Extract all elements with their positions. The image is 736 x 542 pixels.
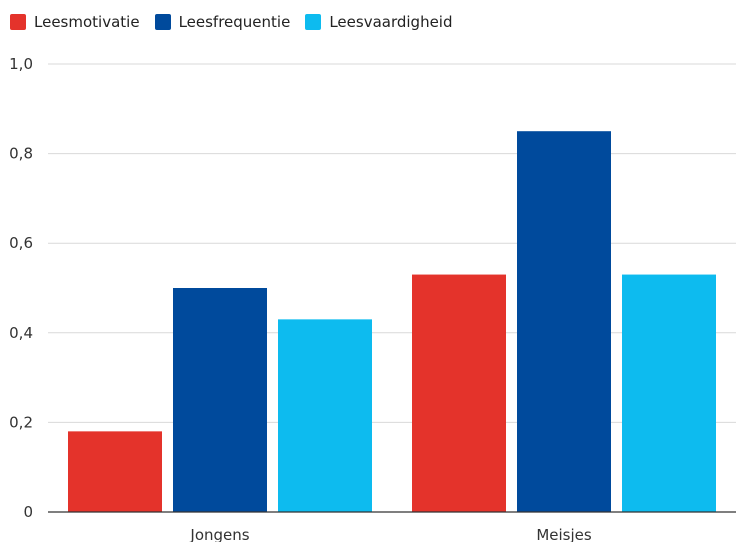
legend-item-leesvaardigheid: Leesvaardigheid	[305, 13, 453, 31]
bar-leesvaardigheid-meisjes	[622, 274, 716, 512]
bar-leesmotivatie-meisjes	[412, 274, 506, 512]
legend-swatch-leesfrequentie	[154, 14, 171, 30]
legend-label-leesvaardigheid: Leesvaardigheid	[329, 13, 453, 31]
y-tick-label: 0,2	[9, 413, 33, 431]
chart-legend: Leesmotivatie Leesfrequentie Leesvaardig…	[10, 9, 453, 35]
y-tick-label: 0,8	[9, 145, 33, 163]
bar-leesfrequentie-jongens	[173, 288, 267, 512]
x-tick-label: Meisjes	[536, 526, 592, 542]
legend-item-leesfrequentie: Leesfrequentie	[154, 13, 291, 31]
legend-swatch-leesmotivatie	[10, 14, 26, 30]
y-tick-label: 0	[23, 503, 33, 521]
legend-item-leesmotivatie: Leesmotivatie	[10, 13, 140, 31]
legend-label-leesmotivatie: Leesmotivatie	[34, 13, 140, 31]
y-tick-label: 0,6	[9, 234, 33, 252]
legend-swatch-leesvaardigheid	[305, 14, 322, 30]
y-tick-label: 0,4	[9, 324, 33, 342]
bar-leesmotivatie-jongens	[68, 431, 162, 512]
bar-leesvaardigheid-jongens	[278, 319, 372, 512]
x-tick-label: Jongens	[189, 526, 249, 542]
bar-leesfrequentie-meisjes	[517, 131, 611, 512]
y-tick-label: 1,0	[9, 55, 33, 73]
legend-label-leesfrequentie: Leesfrequentie	[178, 13, 291, 31]
